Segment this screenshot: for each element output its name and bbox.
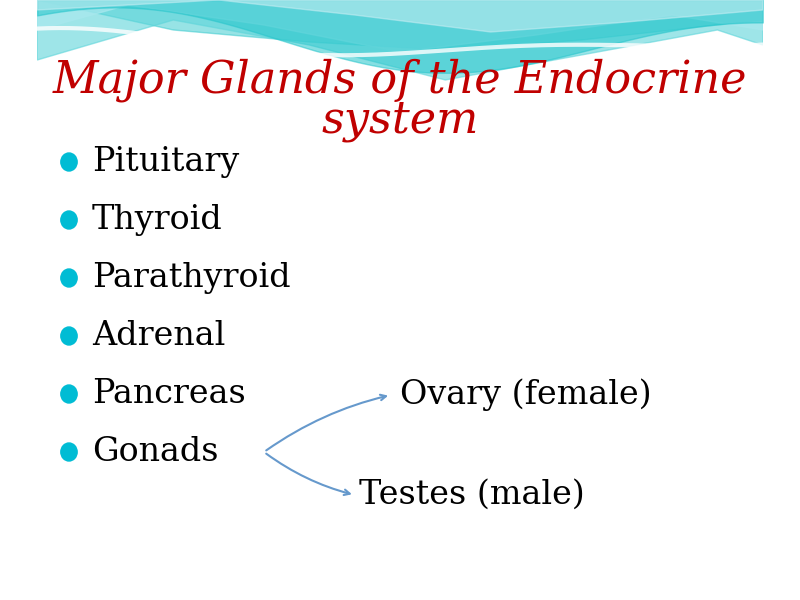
Polygon shape bbox=[38, 0, 762, 52]
Text: Ovary (female): Ovary (female) bbox=[400, 379, 652, 412]
Text: Parathyroid: Parathyroid bbox=[92, 262, 290, 294]
Text: Major Glands of the Endocrine: Major Glands of the Endocrine bbox=[53, 58, 747, 102]
Circle shape bbox=[61, 211, 77, 229]
Circle shape bbox=[61, 385, 77, 403]
Text: Adrenal: Adrenal bbox=[92, 320, 225, 352]
Circle shape bbox=[61, 443, 77, 461]
Text: system: system bbox=[322, 98, 478, 142]
Polygon shape bbox=[38, 0, 762, 80]
Text: Testes (male): Testes (male) bbox=[359, 479, 585, 511]
Text: Thyroid: Thyroid bbox=[92, 204, 222, 236]
Polygon shape bbox=[38, 0, 762, 32]
Text: Pancreas: Pancreas bbox=[92, 378, 246, 410]
Polygon shape bbox=[38, 0, 762, 50]
Circle shape bbox=[61, 269, 77, 287]
Text: Pituitary: Pituitary bbox=[92, 146, 239, 178]
Text: Gonads: Gonads bbox=[92, 436, 218, 468]
Circle shape bbox=[61, 327, 77, 345]
Circle shape bbox=[61, 153, 77, 171]
